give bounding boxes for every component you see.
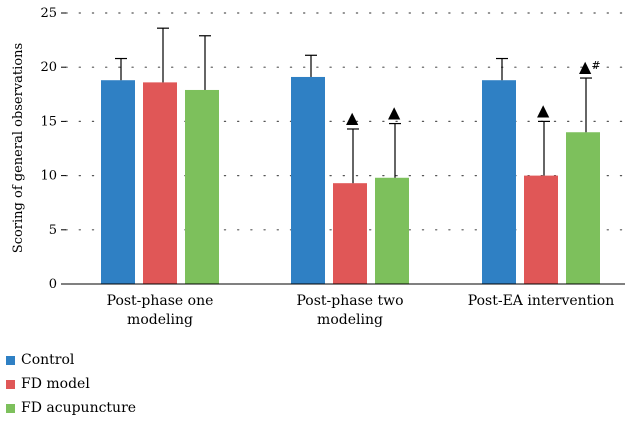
x-category-label: Post-EA intervention bbox=[468, 293, 614, 309]
legend-item-control: Control bbox=[6, 348, 136, 372]
y-tick-label: 15 bbox=[40, 114, 57, 129]
bar bbox=[375, 177, 409, 284]
x-axis: Post-phase one modeling Post-phase two mode… bbox=[66, 283, 625, 328]
bars: ▲ ▲ ▲ ▲# bbox=[101, 27, 601, 285]
bar bbox=[333, 183, 367, 284]
legend-label-control: Control bbox=[21, 352, 75, 368]
bar bbox=[143, 82, 177, 284]
bar bbox=[566, 132, 600, 284]
bar bbox=[185, 89, 219, 285]
y-tick-label: 10 bbox=[40, 169, 57, 184]
x-category-label: Post-phase one modeling bbox=[107, 293, 214, 328]
bar bbox=[482, 80, 516, 284]
significance-mark: ▲ bbox=[537, 100, 550, 119]
legend: Control FD model FD acupuncture bbox=[6, 348, 136, 420]
bar bbox=[524, 175, 558, 284]
legend-label-fd-model: FD model bbox=[21, 376, 90, 392]
legend-item-fd-model: FD model bbox=[6, 372, 136, 396]
y-axis-title: Scoring of general observations bbox=[11, 43, 26, 253]
bar bbox=[291, 76, 325, 285]
y-tick-label: 0 bbox=[49, 277, 57, 292]
y-tick-label: 20 bbox=[40, 60, 57, 75]
significance-mark: ▲# bbox=[579, 57, 601, 76]
legend-item-fd-acupuncture: FD acupuncture bbox=[6, 396, 136, 420]
y-tick-label: 25 bbox=[40, 6, 57, 21]
legend-swatch-control bbox=[6, 355, 15, 365]
bar bbox=[101, 80, 135, 284]
legend-swatch-fd-acupuncture bbox=[6, 403, 15, 413]
x-category-label: Post-phase two modeling bbox=[296, 293, 403, 328]
y-axis: 0 5 10 15 20 25 bbox=[40, 6, 66, 292]
y-tick-label: 5 bbox=[49, 223, 57, 238]
legend-swatch-fd-model bbox=[6, 379, 15, 389]
legend-label-fd-acupuncture: FD acupuncture bbox=[21, 400, 137, 416]
significance-mark: ▲ bbox=[346, 108, 359, 127]
significance-mark: ▲ bbox=[388, 103, 401, 122]
